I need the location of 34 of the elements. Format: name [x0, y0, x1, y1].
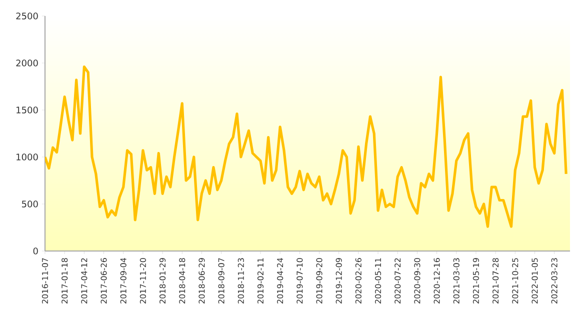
- x-tick-label: 2020-02-26: [355, 258, 362, 304]
- x-tick-label: 2019-07-10: [296, 258, 303, 304]
- y-tick-label: 500: [22, 200, 38, 208]
- x-tick-label: 2020-12-16: [434, 258, 440, 304]
- x-tick-label: 2019-09-20: [316, 258, 322, 304]
- x-tick-label: 2018-09-07: [218, 258, 224, 304]
- y-tick-label: 0: [33, 248, 38, 254]
- x-tick-label: 2022-01-05: [532, 258, 538, 304]
- y-tick-label: 1000: [16, 154, 38, 160]
- y-tick-label: 2500: [16, 12, 38, 20]
- x-tick-label: 2018-06-29: [198, 258, 205, 304]
- line-series: [45, 65, 568, 228]
- x-tick-label: 2020-07-22: [394, 258, 401, 304]
- x-tick-label: 2019-12-09: [336, 258, 342, 304]
- x-tick-label: 2018-04-18: [179, 258, 186, 304]
- y-tick-label: 2000: [16, 60, 38, 66]
- x-tick-label: 2019-04-24: [277, 258, 284, 304]
- x-tick-label: 2022-03-23: [551, 258, 558, 304]
- x-tick-label: 2017-01-18: [62, 258, 68, 304]
- x-tick-label: 2017-04-12: [81, 258, 88, 304]
- x-tick-label: 2021-03-03: [453, 258, 460, 304]
- x-tick-label: 2016-11-07: [42, 258, 48, 304]
- x-tick-label: 2017-11-20: [140, 258, 146, 304]
- x-tick-label: 2017-06-26: [100, 258, 107, 304]
- x-tick-label: 2021-07-28: [492, 258, 499, 304]
- x-tick-label: 2021-05-19: [472, 258, 479, 304]
- x-tick-label: 2020-05-11: [374, 258, 382, 304]
- x-tick-label: 2019-02-11: [257, 258, 264, 304]
- x-tick-label: 2021-10-25: [512, 258, 518, 304]
- y-tick-label: 1500: [16, 106, 38, 114]
- x-tick-label: 2018-11-23: [238, 258, 244, 304]
- x-tick-label: 2018-01-29: [160, 258, 166, 304]
- x-tick-label: 2020-09-30: [414, 258, 420, 304]
- x-tick-label: 2017-09-04: [120, 258, 126, 304]
